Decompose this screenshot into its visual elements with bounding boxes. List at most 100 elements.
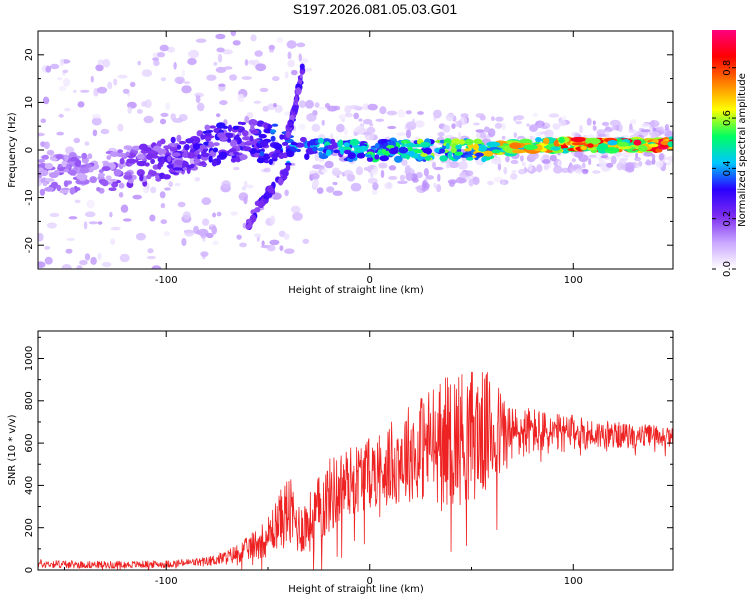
- spectral-noise-blob: [344, 112, 353, 118]
- spectral-noise-blob: [276, 37, 284, 43]
- spectral-noise-blob: [238, 192, 249, 201]
- spectral-noise-blob: [216, 113, 221, 118]
- spectral-ridge-blob: [227, 124, 233, 132]
- spectral-ridge-blob: [523, 144, 538, 150]
- spectral-noise-blob: [455, 120, 462, 128]
- spectral-ridge-blob: [69, 187, 76, 195]
- spectral-noise-blob: [312, 178, 320, 188]
- spectral-noise-blob: [362, 103, 370, 111]
- spectral-noise-blob: [449, 181, 455, 187]
- spectral-ridge-blob: [184, 144, 190, 151]
- spectral-noise-blob: [216, 47, 225, 53]
- spectral-ridge-blob: [108, 187, 117, 191]
- spectral-noise-blob: [321, 119, 325, 126]
- spectral-ridge-blob: [304, 153, 310, 161]
- spectral-ridge-blob: [327, 144, 335, 150]
- spectral-noise-blob: [73, 89, 77, 93]
- spectral-noise-blob: [284, 248, 295, 254]
- spectral-ridge-blob: [366, 154, 372, 158]
- spectral-noise-blob: [635, 152, 639, 159]
- spectral-ridge-blob: [209, 125, 217, 129]
- spectral-ridge-blob: [131, 145, 142, 151]
- spectral-ridge-blob: [558, 136, 565, 144]
- spectral-noise-blob: [651, 119, 655, 128]
- spectral-ridge-blob: [358, 145, 369, 152]
- spectral-noise-blob: [417, 111, 424, 115]
- spectral-noise-blob: [159, 191, 166, 199]
- spectral-ridge-blob: [101, 166, 111, 172]
- spectral-ridge-blob: [258, 133, 267, 139]
- spectral-ridge-blob: [150, 158, 156, 164]
- spectral-noise-blob: [83, 221, 88, 230]
- spectral-ridge-blob: [445, 142, 450, 149]
- spectral-ridge-blob: [117, 152, 127, 158]
- colorbar: 0.8 0.6 0.4 0.2 0.0 Normalized spectral ampl…: [712, 30, 748, 277]
- spectral-ridge-blob: [256, 157, 265, 164]
- spectral-noise-blob: [324, 103, 331, 109]
- spectral-ridge-blob: [486, 141, 501, 148]
- spectral-ridge-blob: [106, 155, 112, 160]
- spectral-ridge-blob: [208, 155, 213, 163]
- spectral-ridge-blob: [192, 143, 200, 150]
- spectral-ridge-blob: [146, 174, 152, 180]
- snr-y-tick-label: 600: [24, 434, 35, 453]
- spectral-ridge-blob: [200, 134, 205, 140]
- spectral-noise-blob: [46, 222, 57, 229]
- spectral-noise-blob: [88, 221, 98, 225]
- spectral-noise-blob: [579, 124, 584, 134]
- spectral-noise-blob: [511, 169, 517, 174]
- spectral-noise-blob: [363, 166, 375, 170]
- spectral-ridge-blob: [232, 151, 240, 155]
- spectral-noise-blob: [358, 118, 363, 122]
- spectral-noise-blob: [571, 158, 576, 163]
- spectral-noise-blob: [97, 252, 102, 261]
- spectral-noise-blob: [92, 129, 98, 137]
- spectral-ridge-blob: [374, 142, 380, 149]
- spectral-noise-blob: [206, 74, 217, 81]
- spectral-ridge-blob: [146, 153, 153, 160]
- spectral-noise-blob: [592, 170, 601, 174]
- spectral-ridge-blob: [604, 147, 620, 154]
- spectral-ridge-blob: [61, 160, 67, 168]
- spectrogram-x-tick-label: 0: [367, 275, 373, 286]
- spectral-noise-blob: [50, 63, 60, 70]
- spectral-noise-blob: [405, 129, 412, 139]
- spectral-noise-blob: [202, 218, 210, 226]
- spectral-ridge-blob: [67, 169, 77, 175]
- spectral-noise-blob: [537, 121, 543, 127]
- spectral-noise-blob: [72, 270, 76, 276]
- spectral-noise-blob: [286, 40, 297, 49]
- spectral-ridge-blob: [254, 152, 260, 158]
- spectral-noise-blob: [217, 53, 223, 63]
- spectral-noise-blob: [263, 167, 271, 173]
- spectral-noise-blob: [601, 121, 610, 126]
- spectral-noise-blob: [425, 175, 435, 180]
- spectral-ridge-blob: [59, 189, 69, 194]
- spectral-ridge-blob: [550, 146, 561, 151]
- spectral-noise-blob: [616, 162, 624, 171]
- spectral-noise-blob: [279, 245, 284, 252]
- spectral-ridge-blob: [81, 152, 88, 160]
- spectral-branch-blob: [287, 122, 293, 126]
- spectral-noise-blob: [503, 166, 508, 175]
- spectral-ridge-blob: [439, 148, 446, 154]
- spectral-ridge-blob: [377, 149, 383, 154]
- spectral-noise-blob: [610, 126, 617, 131]
- spectral-ridge-blob: [185, 138, 194, 144]
- spectral-noise-blob: [298, 123, 306, 131]
- spectral-noise-blob: [120, 204, 129, 213]
- spectral-noise-blob: [367, 177, 378, 184]
- spectral-noise-blob: [321, 168, 329, 173]
- spectral-ridge-blob: [473, 138, 483, 145]
- spectral-noise-blob: [362, 118, 373, 125]
- spectral-noise-blob: [331, 167, 341, 177]
- spectral-ridge-blob: [136, 154, 145, 160]
- spectral-noise-blob: [168, 181, 173, 188]
- spectral-noise-blob: [181, 69, 185, 78]
- spectral-noise-blob: [333, 105, 341, 111]
- spectral-noise-blob: [76, 265, 83, 269]
- snr-y-tick-label: 800: [24, 391, 35, 410]
- spectral-ridge-blob: [535, 137, 542, 143]
- spectral-noise-blob: [306, 113, 317, 122]
